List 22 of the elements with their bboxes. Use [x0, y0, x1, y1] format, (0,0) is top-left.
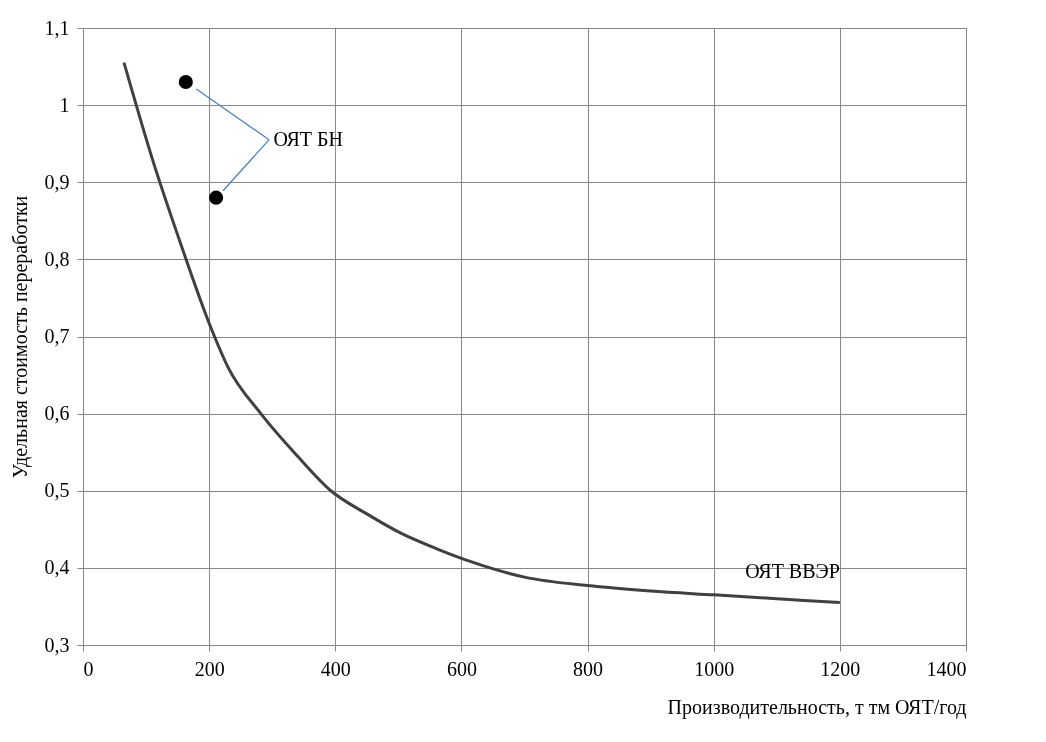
- x-tick-label: 800: [573, 657, 604, 680]
- x-tick-label: 600: [446, 657, 477, 680]
- y-tick-label: 1: [59, 93, 70, 116]
- line-series: [122, 61, 842, 605]
- y-tick-label: 0,7: [44, 325, 70, 347]
- y-tick-label: 0,3: [44, 633, 70, 656]
- text: ОЯТ БН: [273, 127, 343, 150]
- y-axis-title: Удельная стоимость переработки: [8, 195, 32, 479]
- x-tick-label: 0: [83, 657, 94, 680]
- y-tick-label: 0,8: [44, 247, 70, 270]
- y-tick-label: 0,4: [44, 556, 70, 579]
- y-tick-label: 0,9: [44, 170, 70, 193]
- x-tick-label: 1200: [820, 657, 861, 680]
- x-tick-label: 1000: [694, 657, 735, 680]
- y-tick-label: 0,6: [44, 402, 70, 425]
- x-tick-label: 400: [320, 657, 351, 680]
- series-label: ОЯТ ВВЭР: [745, 559, 840, 582]
- y-tick-label: 1,1: [44, 16, 70, 39]
- x-axis-title: Производительность, т тм ОЯТ/год: [667, 695, 967, 719]
- y-tick-label: 0,5: [44, 479, 70, 502]
- x-tick-label: 1400: [926, 657, 967, 680]
- x-tick-label: 200: [194, 657, 225, 680]
